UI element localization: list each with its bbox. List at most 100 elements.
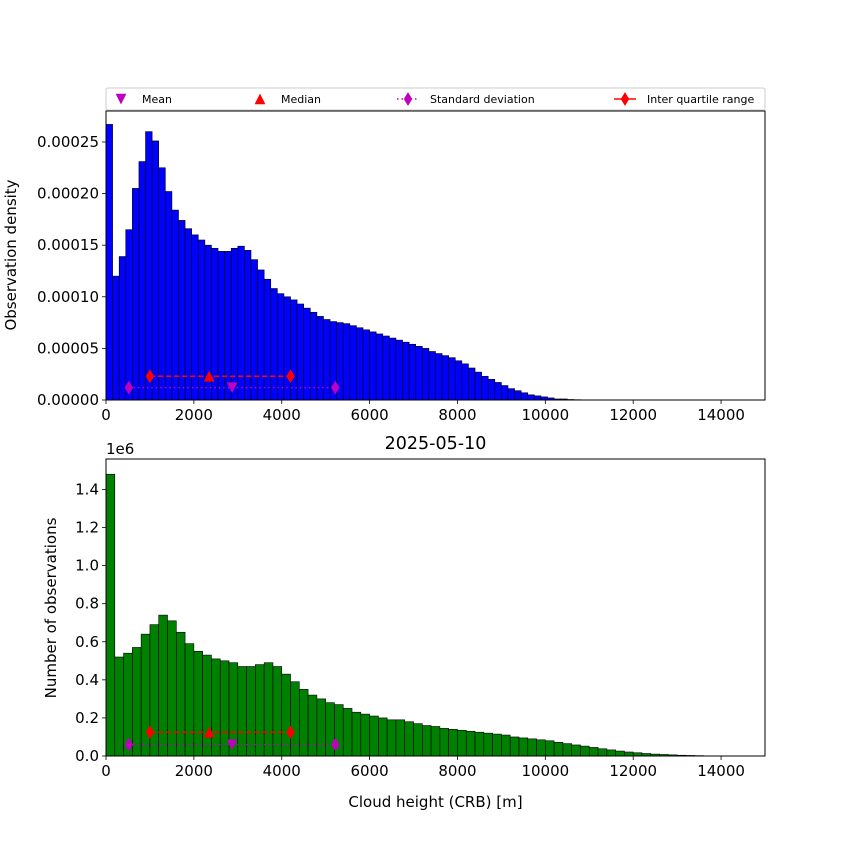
histogram-bar xyxy=(507,388,515,401)
mean-marker xyxy=(226,382,238,394)
density-bars xyxy=(105,124,601,401)
histogram-bar xyxy=(325,702,335,757)
density-y-ticks: 0.00000 0.00005 0.00010 0.00015 0.00020 0.000… xyxy=(37,133,106,409)
histogram-bar xyxy=(415,346,423,401)
histogram-bar xyxy=(237,666,247,757)
histogram-bar xyxy=(509,736,520,757)
density-stat-markers xyxy=(124,369,340,395)
histogram-bar xyxy=(230,247,239,401)
legend-marker xyxy=(254,93,266,105)
density-panel: 0 2000 4000 6000 8000 10000 12000 14000 0.00000… xyxy=(2,110,766,424)
x-tick-label: 12000 xyxy=(609,762,657,780)
counts-x-axis-label: Cloud height (CRB) [m] xyxy=(348,793,522,811)
histogram-bar xyxy=(404,721,414,757)
iqr-lower-marker xyxy=(145,725,155,740)
histogram-bar xyxy=(307,694,318,757)
histogram-bar xyxy=(158,167,166,401)
x-tick-label: 10000 xyxy=(521,762,569,780)
histogram-bar xyxy=(132,647,142,757)
y-tick-label: 0.2 xyxy=(75,709,99,727)
histogram-bar xyxy=(527,738,537,757)
x-tick-label: 2000 xyxy=(175,406,213,424)
histogram-bar xyxy=(290,299,298,401)
counts-panel: 2025-05-10 1e6 0 2000 4000 6000 8000 10000 120… xyxy=(42,434,766,811)
y-tick-label: 0.4 xyxy=(75,671,99,689)
histogram-bar xyxy=(165,191,173,401)
legend: Mean Median Standard deviation Inter quarti… xyxy=(105,87,766,111)
histogram-bar xyxy=(518,737,529,757)
counts-y-axis-label: Number of observations xyxy=(42,517,60,698)
histogram-bar xyxy=(145,131,153,401)
histogram-bar xyxy=(105,473,116,757)
histogram-bar xyxy=(184,643,195,757)
histogram-bar xyxy=(468,367,476,401)
x-tick-label: 4000 xyxy=(263,762,301,780)
histogram-bar xyxy=(316,698,326,757)
iqr-upper-marker xyxy=(286,369,295,384)
histogram-bar xyxy=(615,750,625,757)
x-tick-label: 0 xyxy=(101,406,111,424)
counts-axes-frame xyxy=(105,458,766,757)
histogram-bar xyxy=(492,733,502,757)
y-tick-label: 1.0 xyxy=(75,557,99,575)
histogram-bar xyxy=(545,740,555,757)
legend-label: Inter quartile range xyxy=(647,93,754,106)
histogram-bar xyxy=(138,161,146,401)
histogram-bar xyxy=(448,729,458,757)
histogram-bar xyxy=(356,327,364,401)
histogram-bar xyxy=(263,278,272,401)
histogram-bar xyxy=(114,656,124,757)
histogram-bar xyxy=(606,749,616,757)
histogram-bar xyxy=(441,355,449,401)
legend-marker xyxy=(115,93,127,105)
histogram-bar xyxy=(439,728,449,757)
histogram-bar xyxy=(351,711,362,757)
histogram-bar xyxy=(428,351,436,401)
histogram-bar xyxy=(217,251,225,401)
legend-marker xyxy=(620,92,630,106)
legend-label: Median xyxy=(281,93,321,106)
histogram-bar xyxy=(422,348,430,401)
histogram-bar xyxy=(171,209,179,401)
histogram-bar xyxy=(250,259,258,401)
histogram-bar xyxy=(362,329,370,401)
histogram-bar xyxy=(435,353,443,401)
y-tick-label: 0.8 xyxy=(75,595,99,613)
x-tick-label: 12000 xyxy=(609,406,657,424)
density-x-ticks: 0 2000 4000 6000 8000 10000 12000 14000 xyxy=(101,400,745,424)
histogram-bar xyxy=(481,375,489,401)
y-tick-label: 0.00005 xyxy=(37,339,99,357)
histogram-bar xyxy=(303,307,311,401)
histogram-bar xyxy=(369,715,379,757)
x-tick-label: 14000 xyxy=(697,762,745,780)
x-tick-label: 6000 xyxy=(351,406,389,424)
histogram-bar xyxy=(246,666,256,757)
histogram-bar xyxy=(430,726,441,757)
histogram-bar xyxy=(448,357,456,401)
histogram-bar xyxy=(413,723,423,757)
histogram-bar xyxy=(457,729,467,757)
x-tick-label: 0 xyxy=(101,762,111,780)
y-tick-label: 0.00015 xyxy=(37,236,99,254)
histogram-bar xyxy=(474,371,482,401)
histogram-bar xyxy=(395,339,403,401)
histogram-bar xyxy=(389,337,397,401)
histogram-bar xyxy=(140,633,151,757)
histogram-bar xyxy=(408,343,417,401)
x-tick-label: 6000 xyxy=(351,762,389,780)
histogram-bar xyxy=(105,124,113,401)
histogram-bar xyxy=(402,341,410,401)
density-axes-frame xyxy=(105,110,766,401)
counts-x-ticks: 0 2000 4000 6000 8000 10000 12000 14000 xyxy=(101,756,745,780)
histogram-bar xyxy=(514,390,522,401)
histogram-bar xyxy=(483,732,493,757)
histogram-bar xyxy=(461,363,469,401)
histogram-bar xyxy=(244,250,252,401)
histogram-bar xyxy=(191,234,199,401)
histogram-bar xyxy=(422,725,432,757)
median-marker xyxy=(203,370,215,382)
histogram-bar xyxy=(296,303,304,401)
histogram-bar xyxy=(395,719,406,757)
counts-title: 2025-05-10 xyxy=(385,434,487,454)
histogram-bar xyxy=(342,708,353,757)
